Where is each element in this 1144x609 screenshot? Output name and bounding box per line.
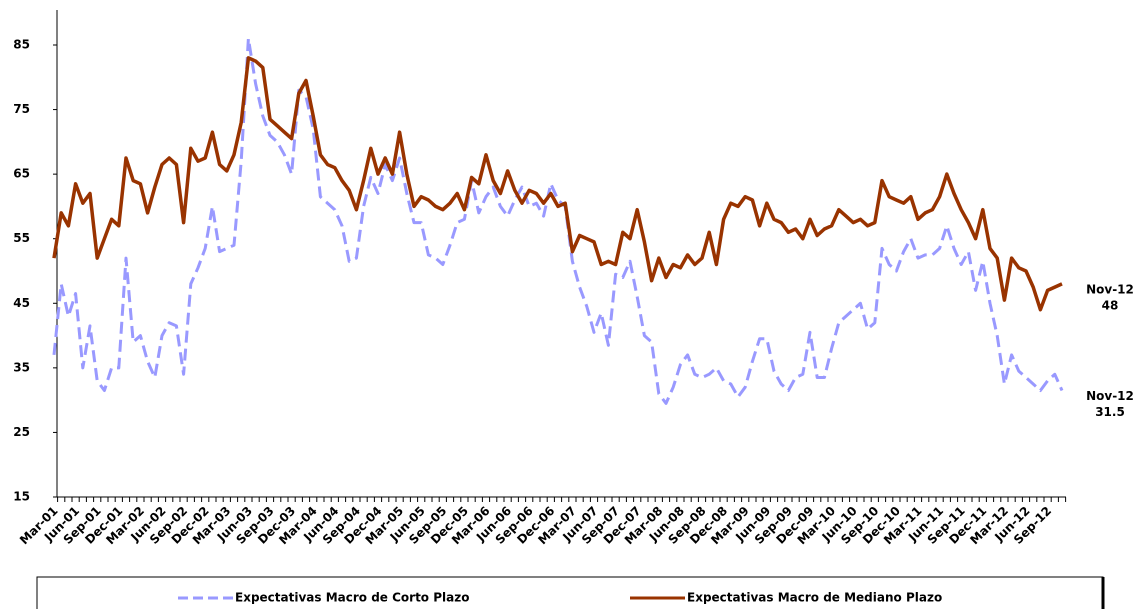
legend-label: Expectativas Macro de Mediano Plazo xyxy=(687,591,942,605)
legend-label: Expectativas Macro de Corto Plazo xyxy=(235,591,469,605)
annotation-label: Nov-12 xyxy=(1086,389,1134,403)
annotation-label: Nov-12 xyxy=(1086,282,1134,296)
annotation-value: 48 xyxy=(1102,298,1119,312)
y-tick-label: 25 xyxy=(13,425,30,439)
y-tick-label: 45 xyxy=(13,296,30,310)
y-tick-label: 55 xyxy=(13,231,30,245)
series-line xyxy=(52,37,1064,405)
y-tick-label: 15 xyxy=(13,490,30,504)
y-tick-label: 35 xyxy=(13,360,30,374)
legend-box xyxy=(36,576,1104,609)
series-line xyxy=(52,56,1063,312)
y-tick-label: 75 xyxy=(13,102,30,116)
annotation-value: 31.5 xyxy=(1095,405,1125,419)
y-tick-label: 85 xyxy=(13,38,30,52)
y-tick-label: 65 xyxy=(13,167,30,181)
